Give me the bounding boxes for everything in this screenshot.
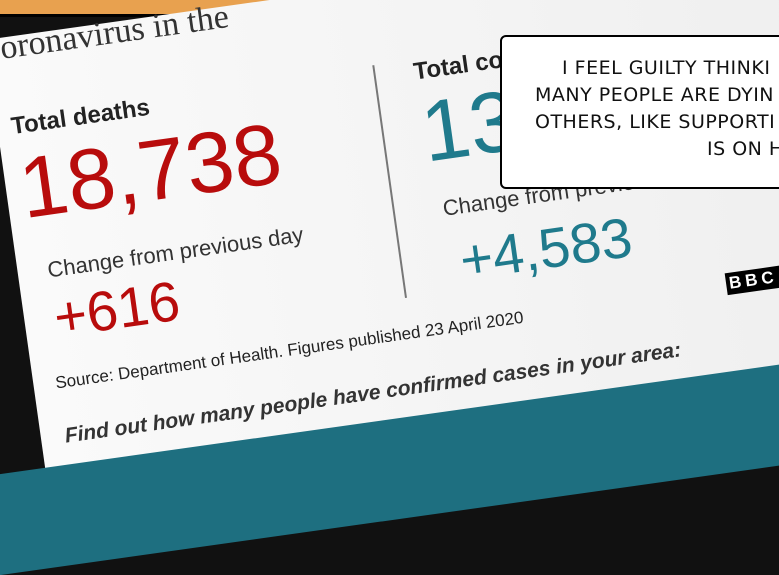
bbc-logo: BBC (725, 266, 779, 295)
caption-line: OTHERS, LIKE SUPPORTI (535, 111, 775, 133)
caption-line: IS ON H (707, 138, 779, 160)
comic-panel: oronavirus in the Total deaths 18,738 Ch… (0, 0, 779, 473)
caption-line: MANY PEOPLE ARE DYIN (535, 84, 774, 106)
caption-box: I FEEL GUILTY THINKI MANY PEOPLE ARE DYI… (500, 35, 779, 189)
cases-change: +4,583 (456, 204, 636, 292)
caption-line: I FEEL GUILTY THINKI (562, 57, 770, 79)
divider (372, 65, 407, 298)
